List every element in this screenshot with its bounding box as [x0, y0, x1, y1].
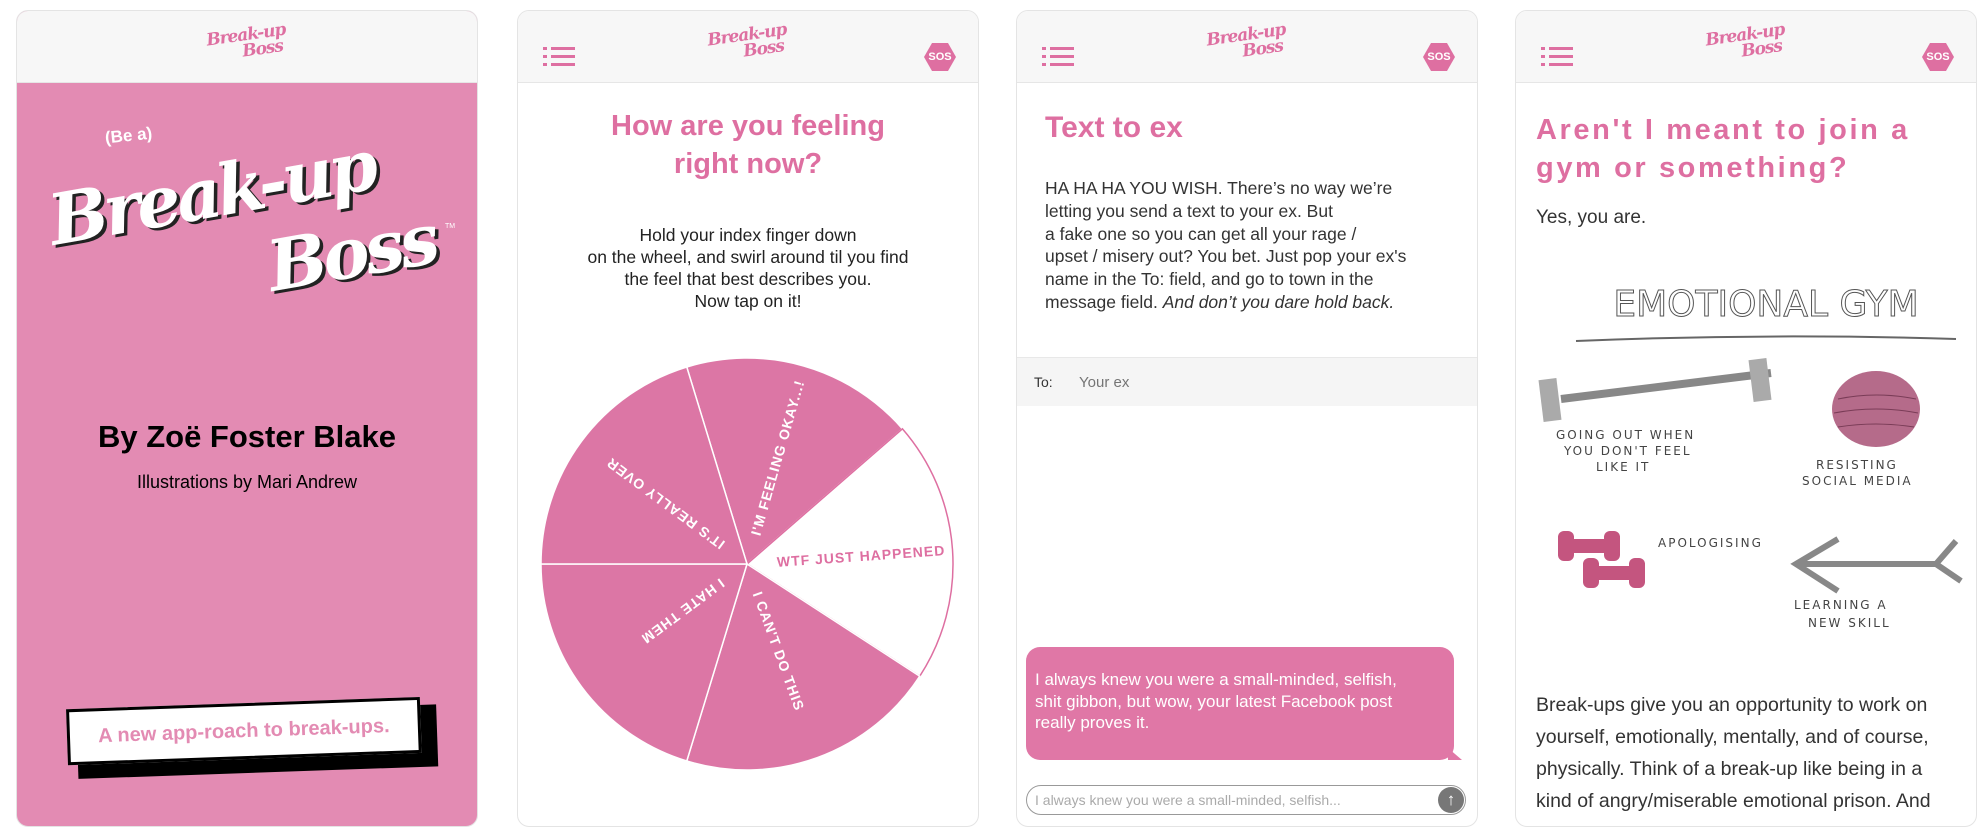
page-title: How are you feeling right now? — [611, 110, 885, 180]
screen-cover: Break-up Boss (Be a) Break-up Boss TM By … — [16, 10, 478, 827]
to-label: To: — [1034, 374, 1053, 390]
wheel-segment[interactable] — [540, 366, 749, 565]
to-row: To: — [1017, 357, 1477, 406]
illustrator: Illustrations by Mari Andrew — [136, 472, 358, 492]
wheel-segment[interactable] — [745, 427, 954, 678]
app-header: Break-up Boss SOS — [1017, 11, 1477, 83]
barbell-icon — [1538, 358, 1772, 422]
intro-text: HA HA HA YOU WISH. There’s no way we’re l… — [1045, 178, 1407, 312]
page-title: Text to ex — [1045, 111, 1183, 144]
arrow-icon — [1790, 536, 1963, 594]
header-logo: Break-up Boss — [1704, 19, 1786, 62]
divider-flourish — [1575, 335, 1957, 342]
wheel-segment[interactable] — [685, 357, 904, 566]
emotional-gym-illustration: EMOTIONAL GYM GOING OUT WHEN YOU DON'T FE… — [1538, 284, 1963, 630]
svg-text:APOLOGISING: APOLOGISING — [1658, 536, 1763, 550]
screen-text-to-ex: Break-up Boss SOS Text to ex HA HA HA YOU… — [1016, 10, 1478, 827]
app-header: Break-up Boss SOS — [1516, 11, 1976, 83]
sos-button[interactable]: SOS — [1423, 43, 1455, 71]
subtitle: Yes, you are. — [1536, 207, 1647, 228]
illustration-heading: EMOTIONAL GYM — [1613, 284, 1918, 325]
page-title: Aren't I meant to join a gym or something… — [1536, 114, 1910, 184]
menu-icon[interactable] — [543, 47, 575, 67]
instructions: Hold your index finger down on the wheel,… — [587, 225, 909, 311]
tagline-banner: A new app-roach to break-ups. — [66, 696, 439, 779]
message-bubble: I always knew you were a small-minded, s… — [1026, 647, 1462, 760]
screen-feelings: Break-up Boss SOS How are you feeling righ… — [517, 10, 979, 827]
dumbbells-icon — [1558, 531, 1645, 588]
app-header: Break-up Boss SOS — [518, 11, 978, 83]
screen-emotional-gym: Break-up Boss SOS Aren't I meant to join … — [1515, 10, 1977, 827]
arrow-up-icon: ↑ — [1446, 790, 1456, 809]
cover-logo: Break-up Boss TM — [42, 123, 456, 309]
body-text: Break-ups give you an opportunity to wor… — [1536, 694, 1931, 812]
wheel-segment[interactable] — [540, 563, 749, 762]
header-logo: Break-up Boss — [1205, 19, 1287, 62]
app-header: Break-up Boss — [17, 11, 477, 83]
menu-icon[interactable] — [1541, 47, 1573, 67]
tagline: A new app-roach to break-ups. — [97, 714, 390, 747]
send-button[interactable]: ↑ — [1438, 787, 1464, 813]
menu-icon[interactable] — [1042, 47, 1074, 67]
sos-button[interactable]: SOS — [1922, 43, 1954, 71]
message-input[interactable]: I always knew you were a small-minded, s… — [1026, 785, 1466, 815]
header-logo: Break-up Boss — [205, 19, 287, 62]
author: By Zoë Foster Blake — [97, 419, 397, 454]
to-input[interactable] — [1077, 368, 1441, 396]
wheel-segment[interactable] — [685, 562, 921, 771]
exercise-ball-icon — [1832, 371, 1920, 447]
